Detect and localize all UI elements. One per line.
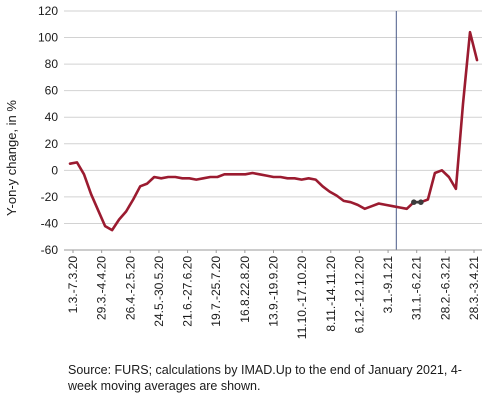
x-tick-label: 11.10.-17.10.20 — [295, 256, 309, 340]
x-tick-label: 21.6.-27.6.20 — [181, 256, 195, 327]
y-tick-label: 120 — [38, 4, 58, 18]
x-tick-label: 26.4.-2.5.20 — [123, 256, 137, 320]
x-tick-label: 28.2.-6.3.21 — [438, 256, 452, 320]
series-markers — [411, 199, 424, 205]
x-tick-label: 3.1.-9.1.21 — [381, 256, 395, 314]
x-tick-label: 13.9.-19.9.20 — [267, 256, 281, 327]
y-tick-label: 0 — [51, 163, 58, 177]
series-line — [68, 30, 479, 232]
y-tick-label: -20 — [41, 190, 59, 204]
x-tick-label: 24.5.-30.5.20 — [152, 256, 166, 327]
x-tick-label: 6.12.-12.12.20 — [352, 256, 366, 334]
chart-note: Source: FURS; calculations by IMAD.Up to… — [68, 363, 462, 393]
x-tick-label: 19.7.-25.7.20 — [209, 256, 223, 327]
y-tick-label: 60 — [45, 84, 59, 98]
y-axis-tick-labels: 120 100 80 60 40 20 0 -20 -40 -60 — [38, 4, 58, 257]
y-tick-label: 80 — [45, 57, 59, 71]
x-tick-label: 29.3.-4.4.20 — [95, 256, 109, 320]
chart: 120 100 80 60 40 20 0 -20 -40 -60 1.3.-7.3.20 29.3… — [4, 4, 482, 339]
y-tick-label: 20 — [45, 137, 59, 151]
x-tick-label: 8.11.-14.11.20 — [324, 256, 338, 332]
y-axis-label: Y-on-y change, in % — [4, 100, 19, 216]
x-tick-label: 16.8.22.8.20 — [238, 256, 252, 323]
x-axis-tick-labels: 1.3.-7.3.20 29.3.-4.4.20 26.4.-2.5.20 24.5.… — [66, 250, 481, 339]
y-tick-label: -40 — [41, 216, 59, 230]
gridlines — [64, 10, 482, 251]
x-tick-label: 28.3.-3.4.21 — [467, 256, 481, 320]
x-tick-label: 1.3.-7.3.20 — [66, 256, 80, 314]
y-tick-label: -60 — [41, 243, 59, 257]
y-tick-label: 100 — [38, 31, 58, 45]
y-tick-label: 40 — [45, 110, 59, 124]
x-tick-label: 31.1.-6.2.21 — [410, 256, 424, 320]
